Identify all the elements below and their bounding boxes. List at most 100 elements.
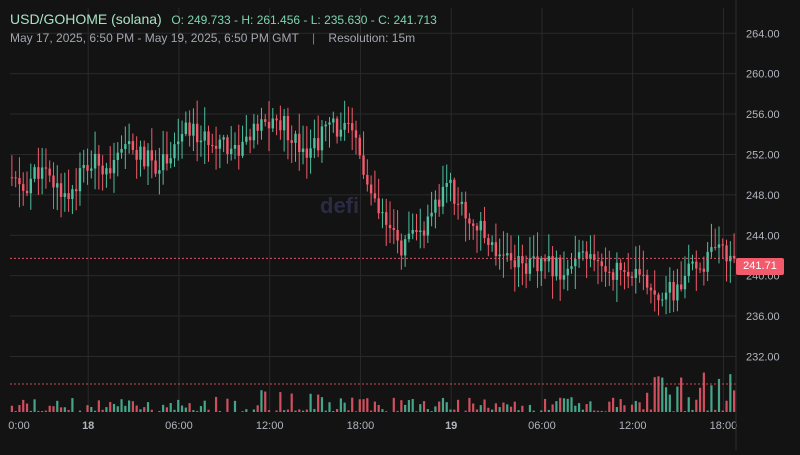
volume-bar [188, 403, 191, 412]
volume-bar [453, 409, 456, 412]
resolution-label[interactable]: Resolution: 15m [328, 31, 416, 45]
candle-body [105, 168, 108, 175]
candle-body [400, 240, 403, 256]
candle-body [377, 198, 380, 214]
volume-bar [456, 399, 460, 412]
volume-bar [404, 404, 407, 412]
volume-bar [407, 400, 411, 412]
volume-bar [411, 399, 414, 412]
candle-body [324, 124, 327, 127]
x-tick-label: 12:00 [256, 420, 284, 432]
volume-bar [415, 411, 418, 412]
volume-bar [577, 403, 581, 412]
candle-body [282, 116, 286, 131]
candle-body [203, 131, 206, 141]
y-tick-label: 260.00 [746, 69, 780, 81]
volume-bar [86, 405, 89, 412]
volume-bar [419, 404, 422, 412]
candle-body [502, 254, 505, 256]
candle-body [460, 201, 464, 205]
candle-body [180, 134, 184, 142]
volume-bar [680, 377, 683, 412]
candle-body [290, 140, 293, 143]
volume-bar [370, 410, 373, 412]
candle-body [475, 225, 479, 231]
volume-bar [657, 376, 660, 412]
volume-bar [180, 405, 184, 412]
candle-body [664, 292, 668, 300]
volume-bar [661, 377, 664, 412]
candle-body [714, 247, 717, 249]
volume-bar [468, 397, 471, 412]
volume-layer [10, 372, 736, 412]
candle-body [691, 261, 694, 264]
volume-bar [733, 390, 736, 412]
volume-bar [59, 407, 63, 412]
candle-body [188, 122, 191, 136]
volume-bar [214, 396, 218, 412]
volume-bar [464, 410, 467, 412]
candle-body [199, 140, 203, 143]
volume-bar [14, 410, 17, 412]
candle-body [10, 177, 14, 179]
volume-bar [362, 399, 365, 412]
x-tick-label: 12:00 [619, 420, 647, 432]
candle-body [294, 133, 297, 143]
y-tick-label: 248.00 [746, 190, 780, 202]
volume-bar [283, 410, 286, 412]
volume-bar [570, 397, 573, 412]
candle-body [547, 256, 551, 262]
candle-body [44, 167, 48, 169]
candle-body [570, 266, 573, 269]
symbol-label[interactable]: USD/GOHOME (solana) [10, 11, 162, 27]
candle-body [566, 268, 569, 276]
time-range-label: May 17, 2025, 6:50 PM - May 19, 2025, 6:… [10, 31, 299, 45]
candle-body [562, 275, 566, 280]
candle-body [536, 256, 539, 272]
candle-body [434, 199, 437, 213]
candle-body [275, 118, 278, 121]
volume-bar [483, 399, 486, 412]
candle-body [540, 258, 543, 272]
candle-body [653, 290, 656, 295]
candle-body [679, 284, 683, 290]
candle-body [524, 263, 528, 274]
candle-body [630, 276, 634, 278]
volume-bar [683, 411, 687, 412]
candle-body [112, 159, 116, 174]
candle-body [169, 158, 172, 164]
volume-bar [56, 400, 59, 412]
volume-bar [702, 372, 705, 412]
volume-bar [267, 410, 271, 412]
candle-body [256, 123, 259, 131]
volume-bar [377, 404, 380, 412]
candle-body [388, 224, 392, 229]
candle-body [97, 153, 101, 166]
volume-bar [41, 411, 44, 412]
volume-bar [339, 398, 342, 412]
volume-bar [10, 405, 13, 412]
volume-bar [146, 402, 150, 412]
x-tick-label: 18 [82, 420, 94, 432]
volume-bar [116, 406, 119, 412]
volume-bar [691, 409, 694, 412]
volume-bar [177, 399, 180, 412]
last-price-tag: 241.71 [736, 258, 784, 275]
candle-body [589, 254, 592, 259]
volume-bar [93, 410, 97, 412]
volume-bar [710, 385, 713, 412]
candle-body [241, 141, 244, 156]
candle-body [158, 170, 161, 174]
candle-body [366, 174, 369, 185]
x-tick-label: 19 [445, 420, 457, 432]
candle-body [195, 123, 199, 143]
candle-body [657, 294, 660, 301]
volume-bar [532, 410, 535, 412]
volume-bar [131, 401, 134, 412]
volume-bar [328, 402, 331, 412]
volume-bar [559, 397, 562, 412]
volume-bar [143, 407, 146, 412]
volume-bar [112, 403, 116, 412]
